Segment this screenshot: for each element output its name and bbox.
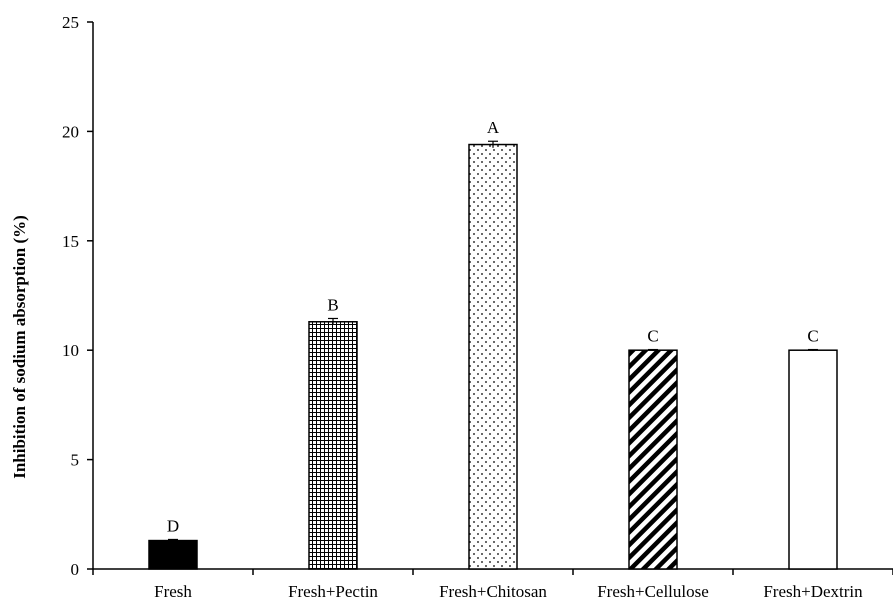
significance-label: C	[647, 327, 658, 346]
bar-fresh-dextrin	[788, 349, 838, 570]
bar-fresh-chitosan	[468, 143, 518, 570]
bars	[148, 140, 838, 570]
labels: D Fresh B Fresh+Pectin A Fresh+Chitosan C Fresh…	[154, 118, 863, 601]
axes: 0 5 10 15 20 25	[62, 13, 893, 579]
x-tick-label: Fresh+Pectin	[288, 582, 378, 601]
bar-fresh-pectin	[308, 321, 358, 570]
y-tick-label: 25	[62, 13, 79, 32]
y-tick-label: 20	[62, 122, 79, 141]
significance-label: A	[487, 118, 500, 137]
bar-fresh-cellulose	[628, 349, 678, 570]
x-tick-label: Fresh+Dextrin	[763, 582, 863, 601]
x-tick-label: Fresh+Chitosan	[439, 582, 547, 601]
y-tick-label: 5	[71, 451, 80, 470]
significance-label: C	[807, 327, 818, 346]
y-tick-label: 0	[71, 560, 80, 579]
x-tick-label: Fresh+Cellulose	[597, 582, 709, 601]
y-tick-label: 15	[62, 232, 79, 251]
bar-fresh	[148, 539, 198, 570]
y-tick-label: 10	[62, 341, 79, 360]
x-tick-label: Fresh	[154, 582, 192, 601]
significance-label: D	[167, 516, 179, 535]
significance-label: B	[327, 295, 338, 314]
y-axis-label: Inhibition of sodium absorption (%)	[10, 215, 29, 479]
